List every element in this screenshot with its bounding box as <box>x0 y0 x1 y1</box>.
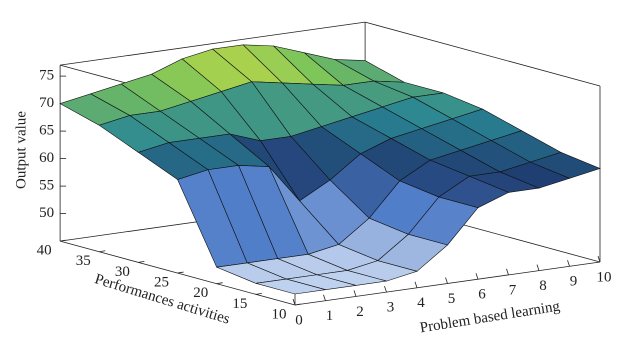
x-tick <box>506 268 509 276</box>
x-tick <box>353 290 357 297</box>
y-tick <box>177 271 184 274</box>
y-tick-label: 25 <box>154 274 169 290</box>
x-tick <box>475 273 479 280</box>
box-edge <box>364 21 601 87</box>
x-tick-label: 9 <box>570 274 578 290</box>
z-axis-label: Output value <box>13 111 29 189</box>
x-tick <box>323 294 326 301</box>
x-tick <box>445 277 448 284</box>
y-tick-label: 35 <box>76 253 91 269</box>
y-tick-label: 40 <box>37 243 52 259</box>
y-tick-label: 30 <box>115 264 130 280</box>
z-tick-label: 70 <box>39 95 54 111</box>
surface-patch <box>255 278 326 295</box>
x-tick-label: 2 <box>356 304 364 320</box>
box-edge <box>60 21 366 66</box>
x-tick-label: 7 <box>509 282 517 298</box>
x-tick <box>597 255 601 263</box>
z-tick-label: 60 <box>39 150 54 166</box>
y-tick <box>216 282 223 285</box>
z-tick-label: 55 <box>39 178 54 194</box>
y-tick-label: 20 <box>193 285 208 301</box>
x-tick-label: 10 <box>597 269 612 285</box>
x-tick <box>536 264 540 271</box>
z-tick-label: 75 <box>39 68 54 84</box>
x-axis-label: Problem based learning <box>419 298 562 336</box>
x-tick <box>414 281 418 288</box>
x-tick-label: 4 <box>417 295 425 311</box>
x-tick <box>567 260 570 267</box>
x-tick-label: 1 <box>326 308 334 324</box>
x-tick-label: 8 <box>539 278 547 294</box>
y-tick <box>255 292 262 295</box>
y-tick <box>60 239 67 242</box>
x-tick-label: 3 <box>387 300 395 316</box>
y-tick-label: 15 <box>232 296 247 312</box>
y-tick-label: 10 <box>272 306 287 322</box>
y-tick <box>99 250 106 253</box>
x-tick <box>292 298 296 306</box>
x-tick-label: 5 <box>448 291 456 307</box>
z-tick-label: 65 <box>39 123 54 139</box>
z-tick-label: 50 <box>39 205 54 221</box>
y-tick <box>294 303 302 306</box>
y-tick <box>138 261 145 263</box>
x-tick-label: 0 <box>295 312 303 328</box>
x-tick-label: 6 <box>478 287 486 303</box>
x-tick <box>384 285 387 293</box>
